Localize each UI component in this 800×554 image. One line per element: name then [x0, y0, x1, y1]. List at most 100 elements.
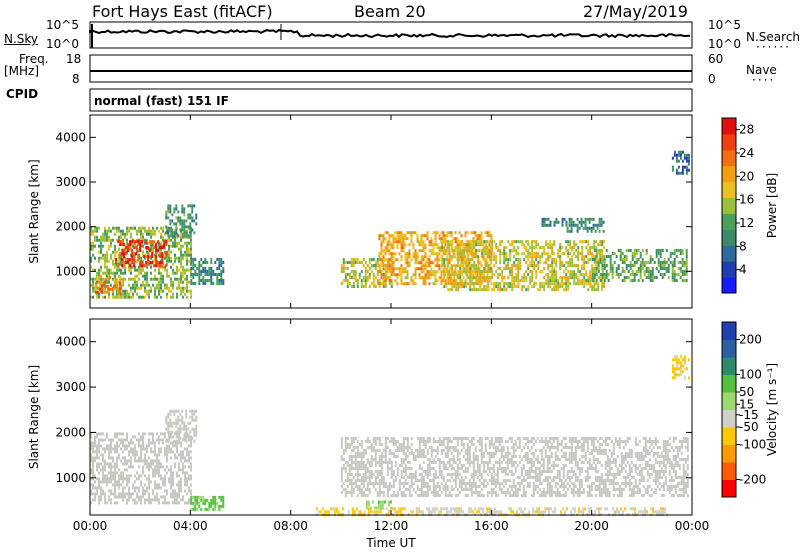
echo-cell — [194, 258, 197, 261]
echo-cell — [110, 447, 112, 451]
echo-cell — [390, 440, 393, 443]
echo-cell — [110, 471, 112, 475]
echo-cell — [512, 479, 515, 482]
echo-cell — [150, 462, 152, 466]
echo-cell — [426, 452, 429, 455]
echo-cell — [586, 217, 589, 221]
echo-cell — [576, 223, 579, 227]
echo-cell — [158, 283, 160, 287]
echo-cell — [440, 279, 443, 283]
echo-cell — [484, 479, 487, 482]
echo-cell — [675, 159, 678, 163]
echo-cell — [428, 458, 431, 461]
echo-cell — [380, 461, 383, 464]
echo-cell — [116, 226, 118, 230]
echo-cell — [506, 440, 509, 443]
echo-cell — [352, 285, 355, 288]
echo-cell — [410, 479, 413, 482]
echo-cell — [577, 264, 580, 268]
echo-cell — [122, 277, 124, 281]
echo-cell — [140, 283, 142, 287]
echo-cell — [175, 418, 178, 422]
echo-cell — [501, 276, 504, 280]
echo-cell — [406, 255, 409, 259]
echo-cell — [426, 494, 429, 497]
echo-cell — [184, 241, 186, 245]
echo-cell — [146, 444, 148, 448]
echo-cell — [404, 482, 407, 485]
echo-cell — [627, 270, 630, 273]
echo-cell — [172, 471, 174, 475]
echo-cell — [591, 273, 594, 276]
echo-cell — [428, 437, 431, 440]
echo-cell — [484, 231, 487, 235]
echo-cell — [382, 485, 385, 488]
echo-cell — [685, 165, 688, 169]
echo-cell — [434, 282, 437, 286]
echo-cell — [125, 261, 128, 265]
echo-cell — [467, 267, 470, 271]
echo-cell — [681, 171, 684, 175]
echo-cell — [484, 485, 487, 488]
echo-cell — [458, 467, 461, 470]
echo-cell — [584, 220, 587, 224]
echo-cell — [118, 453, 120, 457]
echo-cell — [400, 443, 403, 446]
echo-cell — [464, 282, 467, 286]
echo-cell — [118, 480, 120, 484]
echo-cell — [352, 440, 355, 443]
echo-cell — [166, 501, 168, 505]
echo-cell — [480, 279, 483, 283]
echo-cell — [158, 465, 160, 469]
echo-cell — [388, 261, 391, 265]
echo-cell — [179, 430, 182, 434]
echo-cell — [509, 285, 512, 289]
echo-cell — [116, 450, 118, 454]
y-axis-label: Slant Range [km] — [27, 159, 41, 263]
echo-cell — [432, 461, 435, 464]
echo-cell — [122, 498, 124, 502]
echo-cell — [380, 443, 383, 446]
echo-cell — [535, 243, 538, 247]
echo-cell — [408, 282, 411, 286]
echo-cell — [104, 438, 106, 442]
echo-cell — [132, 492, 134, 496]
cpid-panel-frame — [89, 88, 693, 112]
echo-cell — [651, 267, 654, 270]
echo-cell — [179, 436, 182, 440]
echo-cell — [486, 261, 489, 265]
echo-cell — [170, 447, 172, 451]
echo-cell — [190, 456, 192, 460]
echo-cell — [366, 482, 369, 485]
echo-cell — [619, 252, 622, 255]
echo-cell — [198, 276, 201, 279]
echo-cell — [488, 443, 491, 446]
echo-cell — [496, 440, 499, 443]
echo-cell — [601, 288, 604, 292]
echo-cell — [465, 246, 468, 250]
echo-cell — [136, 259, 138, 263]
echo-cell — [450, 488, 453, 491]
echo-cell — [136, 501, 138, 505]
echo-cell — [128, 495, 130, 499]
echo-cell — [394, 258, 397, 262]
echo-cell — [178, 492, 180, 496]
echo-cell — [167, 234, 170, 238]
echo-cell — [374, 455, 377, 458]
echo-cell — [193, 427, 196, 431]
echo-cell — [486, 473, 489, 476]
echo-cell — [649, 258, 652, 261]
echo-cell — [463, 261, 466, 265]
echo-cell — [408, 231, 411, 235]
echo-cell — [176, 471, 178, 475]
echo-cell — [167, 412, 170, 416]
echo-cell — [400, 279, 403, 283]
echo-cell — [540, 494, 543, 497]
echo-cell — [488, 249, 491, 253]
echo-cell — [362, 461, 365, 464]
echo-cell — [178, 462, 180, 466]
echo-cell — [416, 488, 419, 491]
echo-cell — [106, 265, 108, 269]
echo-cell — [184, 483, 186, 487]
echo-cell — [500, 482, 503, 485]
